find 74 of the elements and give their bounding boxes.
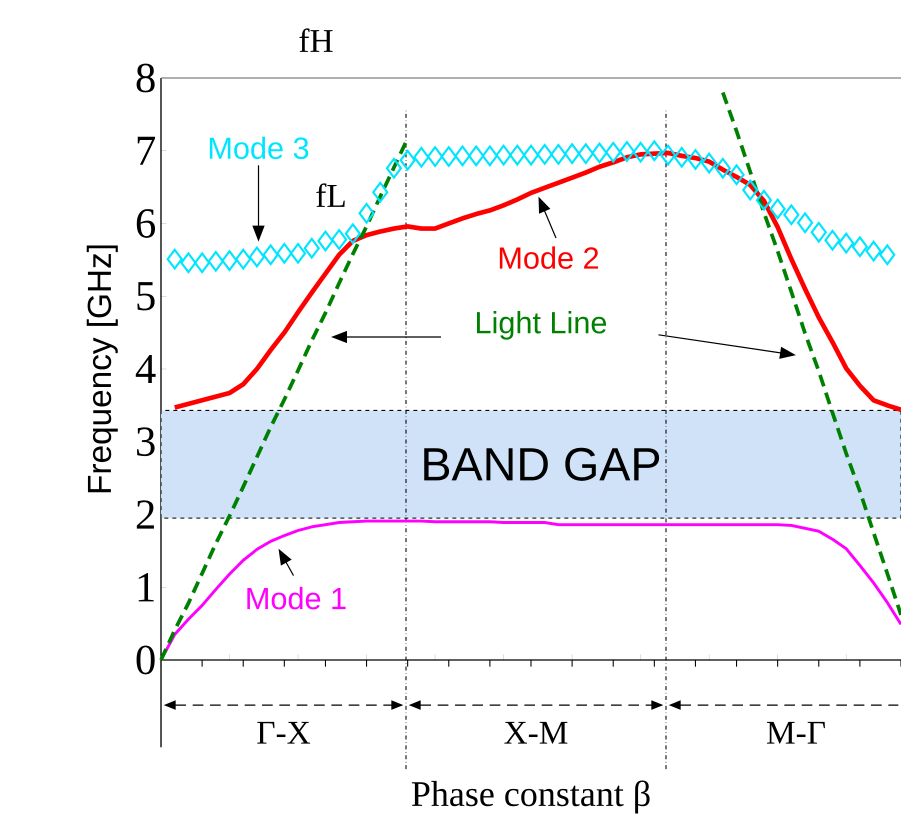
text: Γ-X — [257, 722, 310, 744]
text: X-M — [504, 722, 568, 744]
point — [687, 149, 704, 170]
point — [166, 248, 183, 270]
point — [824, 230, 841, 251]
point — [783, 204, 800, 226]
point — [509, 144, 526, 166]
text: Light Line — [477, 311, 606, 340]
point — [221, 250, 238, 271]
point — [208, 250, 224, 272]
y-tick-label: 0 — [136, 646, 155, 674]
point — [852, 236, 868, 258]
y-tick-label: 1 — [138, 573, 154, 602]
point — [331, 229, 348, 250]
point — [235, 248, 252, 270]
point — [482, 145, 498, 166]
point — [344, 223, 361, 244]
point — [386, 158, 402, 179]
series-label: Mode 1 — [247, 586, 346, 610]
point — [317, 230, 334, 252]
point — [400, 150, 416, 171]
point — [646, 140, 662, 162]
point — [618, 141, 635, 162]
point — [701, 152, 718, 174]
point — [413, 146, 430, 168]
point — [276, 242, 292, 264]
y-tick-label: 4 — [136, 354, 156, 384]
point — [796, 212, 814, 234]
point — [304, 238, 320, 259]
point — [578, 143, 594, 164]
point — [440, 146, 457, 167]
point — [728, 164, 745, 186]
y-tick-label: 3 — [137, 427, 155, 456]
text: M-Γ — [766, 722, 825, 744]
point — [591, 142, 608, 164]
y-axis-title: Frequency [GHz] — [86, 245, 118, 492]
point — [879, 244, 896, 266]
point — [770, 198, 786, 220]
point — [742, 180, 758, 200]
point — [194, 252, 210, 274]
point — [605, 142, 622, 163]
point — [810, 222, 827, 243]
y-tick-label: 6 — [136, 209, 156, 238]
point — [632, 142, 649, 163]
point — [838, 232, 854, 254]
text: fH — [299, 28, 333, 52]
point — [372, 182, 388, 203]
point — [550, 144, 566, 165]
point — [262, 244, 279, 266]
point — [866, 240, 882, 262]
point — [714, 158, 731, 179]
point — [454, 145, 471, 166]
y-tick-label: 5 — [137, 282, 155, 310]
annotation: fL — [316, 183, 345, 207]
point — [756, 190, 772, 211]
point — [180, 252, 196, 274]
band-label: BAND GAP — [424, 448, 660, 481]
point — [536, 144, 553, 165]
point — [496, 144, 512, 166]
point — [427, 146, 444, 167]
series-label: Mode 2 — [500, 246, 598, 269]
y-tick-label: 7 — [138, 136, 156, 165]
point — [468, 145, 484, 166]
point — [674, 146, 690, 168]
y-tick-label: 8 — [136, 64, 155, 92]
point — [564, 143, 580, 164]
point — [522, 144, 540, 166]
point — [290, 242, 306, 264]
point — [358, 202, 375, 224]
point — [248, 246, 265, 268]
x-axis-title: Phase constant β — [412, 780, 650, 814]
text: Mode 3 — [210, 136, 308, 160]
y-tick-label: 2 — [136, 500, 154, 529]
point — [660, 144, 676, 166]
